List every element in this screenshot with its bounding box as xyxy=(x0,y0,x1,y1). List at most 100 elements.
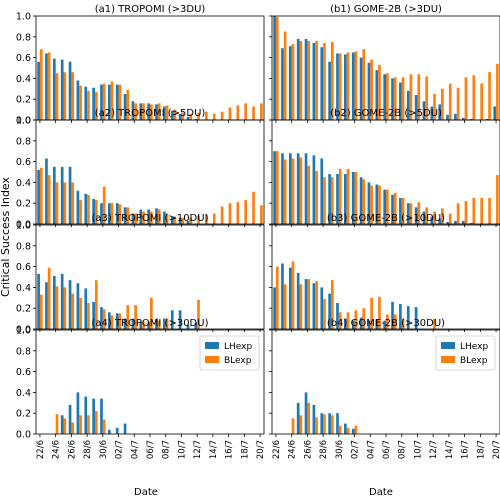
bar-BLexp-17 xyxy=(173,109,177,120)
panel-title: (b2) GOME-2B (>5DU) xyxy=(330,108,442,119)
bar-BLexp-0 xyxy=(39,49,43,120)
bar-LHexp-12 xyxy=(131,318,135,329)
bar-LHexp-16 xyxy=(163,211,166,224)
bar-LHexp-14 xyxy=(383,74,386,120)
x-tick-label: 14/7 xyxy=(445,440,455,459)
bar-LHexp-27 xyxy=(485,118,489,120)
bar-BLexp-26 xyxy=(480,198,484,224)
bar-BLexp-12 xyxy=(370,59,373,120)
bar-BLexp-18 xyxy=(417,74,421,120)
bar-BLexp-20 xyxy=(433,318,436,329)
bar-LHexp-13 xyxy=(375,184,379,224)
bar-LHexp-8 xyxy=(336,174,339,224)
y-tick-label: 1.0 xyxy=(16,116,31,127)
x-tick-label: 06/7 xyxy=(382,440,392,459)
bar-LHexp-0 xyxy=(273,151,276,224)
bar-LHexp-18 xyxy=(178,310,182,329)
bar-LHexp-3 xyxy=(296,153,300,224)
bar-BLexp-17 xyxy=(173,216,177,224)
x-tick-label: 10/7 xyxy=(413,440,423,459)
bar-BLexp-3 xyxy=(299,415,303,434)
bar-LHexp-8 xyxy=(100,307,103,329)
bar-BLexp-26 xyxy=(244,103,248,120)
y-tick-label: 0.6 xyxy=(16,157,31,168)
bar-LHexp-3 xyxy=(296,272,300,329)
x-tick-label: 12/7 xyxy=(429,440,439,459)
bar-LHexp-9 xyxy=(344,54,347,121)
bar-LHexp-7 xyxy=(328,174,331,224)
x-tick-label: 22/6 xyxy=(36,440,46,459)
bar-LHexp-15 xyxy=(155,104,158,120)
bar-LHexp-5 xyxy=(312,155,316,224)
bar-BLexp-20 xyxy=(433,211,436,224)
bar-BLexp-16 xyxy=(165,318,169,329)
bar-BLexp-3 xyxy=(63,418,67,434)
bar-LHexp-5 xyxy=(312,43,316,120)
bar-LHexp-1 xyxy=(45,282,48,329)
bar-LHexp-18 xyxy=(414,307,418,329)
bar-BLexp-13 xyxy=(142,211,145,224)
bar-LHexp-9 xyxy=(108,203,111,224)
x-tick-label: 18/7 xyxy=(240,440,250,459)
bar-LHexp-1 xyxy=(281,263,284,329)
bar-LHexp-1 xyxy=(45,158,48,224)
bar-BLexp-16 xyxy=(401,77,405,120)
bar-LHexp-11 xyxy=(359,317,363,329)
bar-BLexp-4 xyxy=(71,293,75,329)
bar-LHexp-9 xyxy=(108,312,111,329)
bar-BLexp-28 xyxy=(496,175,499,224)
y-tick-label: 0.8 xyxy=(16,241,31,252)
bar-BLexp-12 xyxy=(370,297,373,329)
panel-title: (b3) GOME-2B (>10DU) xyxy=(327,213,445,224)
bar-BLexp-1 xyxy=(47,52,51,120)
panel-a1: (a1) TROPOMI (>3DU) 0.0 0.2 0.4 0.6 0.8 1.0 xyxy=(16,4,265,127)
bar-BLexp-20 xyxy=(197,112,200,120)
bar-BLexp-10 xyxy=(118,313,122,329)
bar-LHexp-17 xyxy=(406,90,410,120)
bar-LHexp-8 xyxy=(336,413,339,434)
bar-LHexp-5 xyxy=(76,283,80,329)
bar-LHexp-2 xyxy=(52,58,56,120)
bar-LHexp-11 xyxy=(123,207,127,224)
bar-BLexp-11 xyxy=(362,179,366,224)
bar-BLexp-2 xyxy=(55,73,59,120)
x-axis-label-left: Date xyxy=(134,487,158,498)
bar-BLexp-15 xyxy=(393,77,397,120)
bar-LHexp-5 xyxy=(312,404,316,434)
x-tick-label: 02/7 xyxy=(115,440,125,459)
bar-BLexp-16 xyxy=(165,105,169,120)
legend-label-BLexp: BLexp xyxy=(460,356,488,366)
panel-a3: (a3) TROPOMI (>10DU) 0.0 0.2 0.4 0.6 0.8 1.0 xyxy=(16,213,265,336)
bar-LHexp-7 xyxy=(92,301,95,329)
x-tick-label: 16/7 xyxy=(461,440,471,459)
bar-BLexp-9 xyxy=(346,312,350,329)
bar-LHexp-6 xyxy=(320,158,324,224)
bar-BLexp-14 xyxy=(386,189,389,224)
bar-LHexp-4 xyxy=(68,61,72,120)
bar-BLexp-1 xyxy=(283,284,287,329)
bar-BLexp-14 xyxy=(150,104,153,120)
legend: LHexp BLexp xyxy=(199,335,260,371)
x-tick-label: 10/7 xyxy=(177,440,187,459)
bar-BLexp-27 xyxy=(488,198,491,224)
bar-BLexp-4 xyxy=(307,165,311,224)
bar-LHexp-8 xyxy=(336,303,339,329)
bar-BLexp-19 xyxy=(425,207,428,224)
bar-BLexp-9 xyxy=(110,315,114,329)
bar-BLexp-23 xyxy=(456,87,460,120)
bar-BLexp-22 xyxy=(448,83,452,120)
bar-BLexp-10 xyxy=(354,310,358,329)
y-tick-label: 0.8 xyxy=(16,136,31,147)
bar-BLexp-3 xyxy=(63,72,67,120)
y-tick-label: 0.0 xyxy=(16,325,31,336)
bar-LHexp-4 xyxy=(68,280,72,329)
bar-LHexp-2 xyxy=(52,166,56,224)
bar-BLexp-3 xyxy=(63,182,67,224)
panel-a2: (a2) TROPOMI (>5DU) 0.0 0.2 0.4 0.6 0.8 1.0 xyxy=(16,108,265,231)
bar-LHexp-17 xyxy=(170,310,174,329)
bar-BLexp-27 xyxy=(488,72,491,120)
y-tick-label: 0.0 xyxy=(16,116,31,127)
y-tick-label: 0.4 xyxy=(16,283,31,294)
panels: (a1) TROPOMI (>3DU) 0.0 0.2 0.4 0.6 0.8 1.0 (b1… xyxy=(16,4,500,459)
bar-LHexp-17 xyxy=(170,110,174,120)
